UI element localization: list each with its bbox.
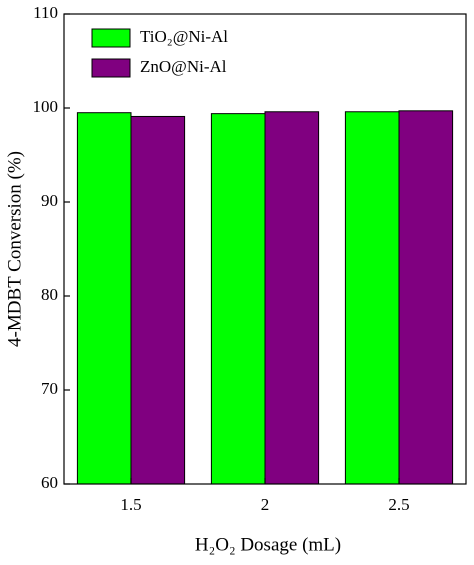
y-tick-label: 70	[41, 379, 58, 398]
bar	[264, 111, 320, 485]
legend-swatch	[91, 28, 131, 48]
x-tick-label: 2	[261, 495, 270, 514]
y-tick-label: 90	[41, 191, 58, 210]
x-tick-label: 2.5	[388, 495, 409, 514]
bar	[76, 112, 132, 485]
bar	[398, 110, 454, 485]
x-tick-label: 1.5	[120, 495, 141, 514]
legend-swatch	[91, 58, 131, 78]
y-tick-label: 110	[33, 3, 58, 22]
x-axis-title: H₂O₂ Dosage (mL)	[195, 534, 341, 555]
y-axis-title: 4-MDBT Conversion (%)	[4, 151, 25, 347]
bar	[130, 115, 186, 485]
y-tick-label: 80	[41, 285, 58, 304]
plot-frame	[63, 13, 467, 485]
y-tick-label: 60	[41, 473, 58, 492]
bar	[210, 113, 266, 485]
legend-label: ZnO@Ni-Al	[140, 57, 227, 76]
legend-label: TiO₂@Ni-Al	[140, 27, 228, 46]
y-tick-label: 100	[33, 97, 59, 116]
bar	[344, 111, 400, 485]
